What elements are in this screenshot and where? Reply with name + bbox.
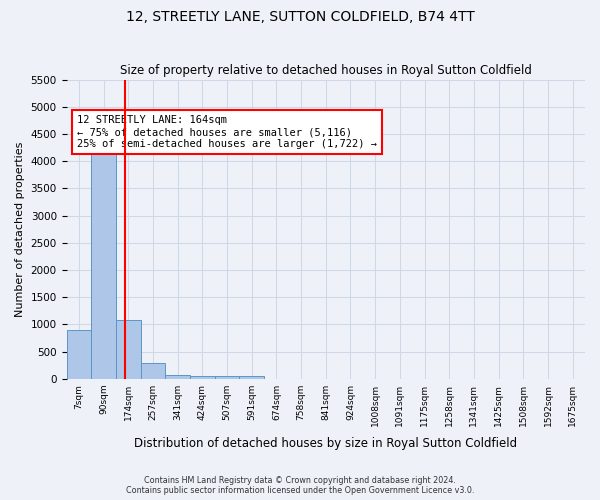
Bar	[190, 376, 215, 379]
Bar	[67, 330, 91, 379]
Bar	[140, 362, 165, 379]
Text: Contains HM Land Registry data © Crown copyright and database right 2024.
Contai: Contains HM Land Registry data © Crown c…	[126, 476, 474, 495]
Y-axis label: Number of detached properties: Number of detached properties	[15, 142, 25, 317]
Title: Size of property relative to detached houses in Royal Sutton Coldfield: Size of property relative to detached ho…	[120, 64, 532, 77]
X-axis label: Distribution of detached houses by size in Royal Sutton Coldfield: Distribution of detached houses by size …	[134, 437, 517, 450]
Bar	[91, 132, 116, 379]
Text: 12, STREETLY LANE, SUTTON COLDFIELD, B74 4TT: 12, STREETLY LANE, SUTTON COLDFIELD, B74…	[125, 10, 475, 24]
Bar	[165, 374, 190, 379]
Bar	[116, 320, 140, 379]
Text: 12 STREETLY LANE: 164sqm
← 75% of detached houses are smaller (5,116)
25% of sem: 12 STREETLY LANE: 164sqm ← 75% of detach…	[77, 116, 377, 148]
Bar	[239, 376, 264, 379]
Bar	[215, 376, 239, 379]
